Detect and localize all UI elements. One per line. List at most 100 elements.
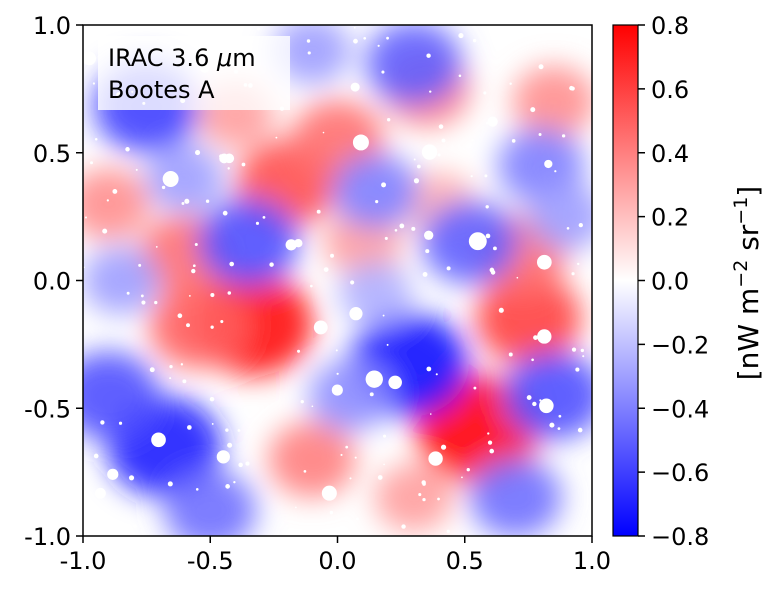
annotation-box: IRAC 3.6 μm Bootes A [98, 36, 290, 110]
x-tick-label: 0.0 [318, 547, 356, 575]
source-mask [382, 314, 385, 317]
colorbar-tick-label: −0.6 [651, 459, 709, 487]
y-tick-label: 0.0 [33, 268, 71, 296]
source-mask [363, 36, 367, 40]
source-mask [425, 249, 430, 254]
source-mask [473, 386, 477, 390]
source-mask [470, 175, 473, 178]
source-mask [128, 475, 135, 481]
source-mask [577, 262, 580, 266]
source-mask [195, 488, 199, 491]
heatmap-feature-7 [83, 167, 150, 240]
source-mask [219, 154, 224, 159]
source-mask [349, 307, 363, 321]
source-mask [487, 432, 490, 435]
source-mask [140, 294, 144, 298]
source-mask [493, 246, 497, 251]
source-mask [538, 64, 544, 70]
source-mask [225, 428, 229, 432]
source-mask [538, 133, 542, 136]
source-mask [300, 399, 304, 404]
source-mask [181, 202, 185, 205]
source-mask [446, 266, 451, 271]
source-mask [554, 170, 557, 173]
source-mask [386, 343, 389, 346]
source-mask [484, 174, 488, 178]
source-mask [461, 476, 463, 479]
source-mask [498, 307, 504, 313]
source-mask [566, 226, 570, 230]
source-mask [102, 228, 108, 234]
heatmap-feature-10 [512, 65, 592, 138]
heatmap-feature-32 [272, 25, 352, 85]
source-mask [323, 267, 329, 272]
heatmap-feature-15 [374, 463, 453, 532]
source-mask [489, 448, 495, 454]
source-mask [194, 242, 198, 246]
source-mask [386, 118, 391, 122]
source-mask [421, 144, 438, 160]
source-mask [167, 27, 170, 30]
source-mask [388, 375, 402, 390]
source-mask [311, 405, 314, 408]
source-mask [509, 82, 512, 85]
source-mask [511, 139, 516, 143]
source-mask [394, 229, 398, 232]
source-mask [571, 347, 577, 352]
source-mask [245, 461, 250, 466]
source-mask [365, 370, 383, 388]
source-mask [578, 222, 583, 228]
source-mask [229, 261, 235, 267]
source-mask [209, 396, 215, 402]
source-mask [485, 233, 491, 239]
source-mask [483, 91, 487, 95]
source-mask [468, 232, 487, 251]
source-mask [458, 74, 462, 78]
heatmap-feature-23 [83, 351, 160, 440]
source-mask [472, 38, 477, 43]
source-mask [294, 238, 303, 248]
source-mask [384, 236, 388, 240]
source-mask [426, 53, 431, 58]
source-mask [303, 469, 307, 473]
source-mask [238, 462, 243, 468]
source-mask [285, 239, 297, 251]
source-mask [149, 367, 155, 373]
source-masks [83, 26, 588, 534]
heatmap-feature-19 [365, 25, 463, 106]
source-mask [377, 475, 383, 480]
source-mask [401, 524, 406, 529]
source-mask [437, 497, 440, 501]
source-mask [561, 134, 566, 138]
source-mask [93, 453, 99, 459]
source-mask [191, 268, 196, 274]
source-mask [222, 210, 228, 216]
source-mask [539, 398, 554, 414]
source-mask [369, 392, 374, 397]
source-mask [329, 510, 334, 515]
source-mask [349, 477, 352, 480]
source-mask [321, 485, 337, 501]
colorbar-label: [nW m−2 sr−1] [730, 186, 765, 381]
source-mask [558, 414, 562, 418]
source-mask [487, 116, 498, 127]
source-mask [381, 70, 385, 74]
source-mask [411, 226, 416, 231]
source-mask [330, 253, 334, 258]
source-mask [133, 524, 137, 529]
colorbar-gradient [612, 24, 639, 537]
x-tick-label: -1.0 [60, 547, 107, 575]
source-mask [195, 149, 201, 156]
annotation-line1: IRAC 3.6 μm [108, 44, 256, 72]
source-mask [336, 372, 339, 375]
source-mask [335, 349, 338, 352]
source-mask [106, 199, 109, 202]
source-mask [95, 487, 106, 499]
annotation-background [98, 36, 290, 110]
colorbar-ticks: 0.8 0.6 0.4 0.2 0.0 −0.2 −0.4 −0.6 −0.8 [638, 12, 709, 551]
source-mask [161, 185, 166, 190]
y-tick-label: -1.0 [24, 523, 71, 551]
source-mask [435, 373, 438, 376]
source-mask [575, 367, 580, 372]
source-mask [313, 320, 328, 335]
